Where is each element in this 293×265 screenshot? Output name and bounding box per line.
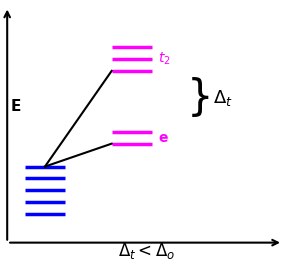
Text: }: } — [187, 77, 214, 120]
Text: e: e — [158, 131, 168, 145]
Text: $t_2$: $t_2$ — [158, 51, 171, 67]
Text: $\Delta_t$: $\Delta_t$ — [213, 89, 233, 108]
Text: $\Delta_t < \Delta_o$: $\Delta_t < \Delta_o$ — [118, 241, 175, 261]
Text: E: E — [11, 99, 21, 114]
